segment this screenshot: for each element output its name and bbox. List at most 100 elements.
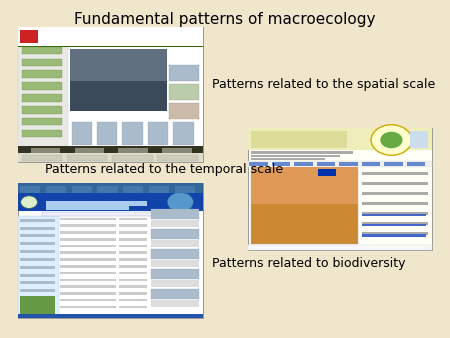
Bar: [60, 218, 116, 220]
Bar: [318, 169, 336, 176]
Bar: [22, 94, 62, 102]
Bar: [362, 214, 427, 216]
Bar: [248, 128, 432, 250]
Bar: [120, 292, 147, 295]
Bar: [22, 106, 62, 114]
Text: Fundamental patterns of macroecology: Fundamental patterns of macroecology: [74, 12, 376, 27]
Bar: [248, 161, 432, 167]
Bar: [151, 209, 199, 219]
Circle shape: [380, 132, 402, 148]
Bar: [20, 250, 55, 253]
Bar: [20, 30, 38, 43]
Bar: [151, 260, 199, 267]
Bar: [120, 299, 147, 301]
Bar: [317, 162, 335, 166]
Bar: [251, 158, 325, 160]
Bar: [60, 251, 116, 254]
Bar: [60, 265, 116, 268]
Bar: [20, 242, 55, 245]
Bar: [20, 274, 55, 276]
Bar: [18, 193, 202, 211]
Bar: [18, 183, 202, 193]
Bar: [70, 49, 167, 111]
Bar: [251, 167, 358, 204]
Bar: [120, 238, 147, 241]
Bar: [120, 224, 147, 227]
Bar: [60, 231, 116, 234]
Bar: [120, 231, 147, 234]
Bar: [120, 258, 147, 261]
Bar: [362, 234, 427, 237]
Bar: [248, 128, 432, 150]
Bar: [97, 186, 117, 193]
Bar: [20, 226, 55, 230]
Bar: [407, 162, 425, 166]
Bar: [362, 222, 428, 224]
Bar: [362, 224, 427, 226]
Bar: [20, 266, 55, 269]
Bar: [120, 279, 147, 281]
Bar: [60, 224, 116, 227]
Bar: [20, 289, 55, 292]
Bar: [120, 265, 147, 268]
Bar: [18, 27, 202, 46]
Bar: [20, 297, 55, 300]
Bar: [151, 289, 199, 299]
Circle shape: [371, 125, 412, 155]
Bar: [122, 122, 143, 145]
Bar: [18, 314, 202, 318]
Bar: [151, 240, 199, 247]
Bar: [60, 245, 116, 247]
Bar: [118, 148, 148, 153]
Bar: [18, 216, 58, 318]
Bar: [362, 212, 428, 215]
Bar: [294, 162, 313, 166]
Bar: [362, 162, 380, 166]
Bar: [20, 235, 55, 237]
Bar: [120, 306, 147, 308]
Bar: [42, 212, 175, 216]
Bar: [67, 155, 108, 161]
Bar: [151, 229, 199, 239]
Bar: [362, 182, 428, 185]
Bar: [151, 249, 199, 259]
Bar: [20, 296, 55, 314]
Bar: [251, 151, 353, 154]
Bar: [18, 153, 202, 162]
Bar: [112, 155, 153, 161]
Bar: [20, 186, 40, 193]
Bar: [148, 122, 168, 145]
Bar: [249, 162, 268, 166]
Bar: [22, 130, 62, 137]
Circle shape: [167, 192, 193, 212]
Bar: [20, 305, 55, 308]
Circle shape: [21, 196, 37, 208]
Bar: [151, 300, 199, 307]
Bar: [151, 220, 199, 227]
Bar: [158, 155, 198, 161]
Bar: [20, 282, 55, 285]
Bar: [22, 70, 62, 78]
Bar: [60, 272, 116, 274]
Bar: [18, 47, 68, 147]
Bar: [362, 192, 428, 195]
Bar: [120, 272, 147, 274]
Bar: [20, 258, 55, 261]
Bar: [362, 172, 428, 175]
Text: Patterns related to the temporal scale: Patterns related to the temporal scale: [45, 163, 283, 175]
Bar: [60, 238, 116, 241]
Bar: [123, 186, 144, 193]
Bar: [22, 82, 62, 90]
Bar: [22, 58, 62, 66]
Bar: [18, 46, 202, 47]
Bar: [60, 258, 116, 261]
Bar: [18, 146, 202, 153]
Bar: [151, 269, 199, 279]
Bar: [46, 201, 147, 206]
Bar: [22, 118, 62, 125]
Bar: [60, 279, 116, 281]
Bar: [72, 122, 92, 145]
Bar: [18, 27, 202, 162]
Bar: [362, 202, 428, 204]
Bar: [20, 219, 55, 222]
